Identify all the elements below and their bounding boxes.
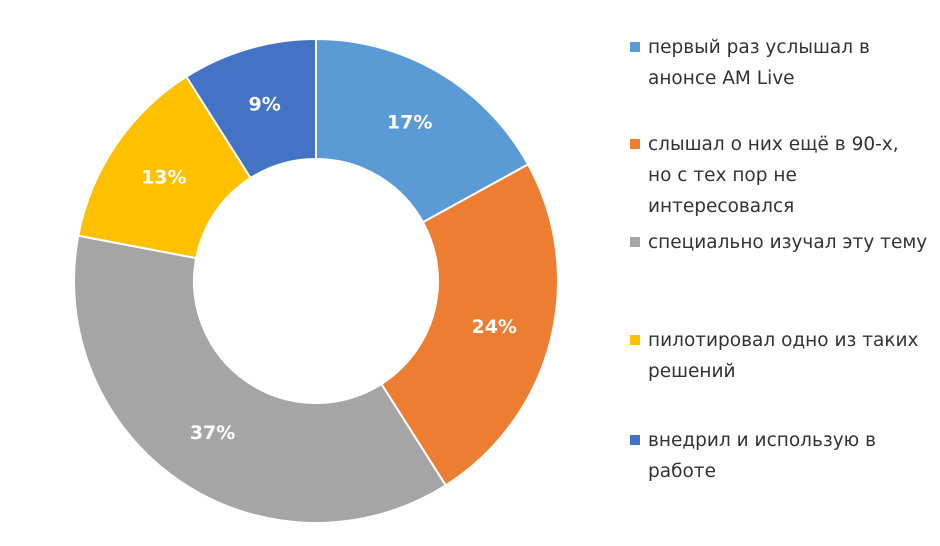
- legend-swatch-first-heard: [630, 42, 640, 52]
- data-label-heard-90s: 24%: [471, 316, 516, 338]
- slice-first-heard: [315, 37, 530, 224]
- legend-swatch-piloted: [630, 335, 640, 345]
- data-label-implemented: 9%: [249, 93, 281, 115]
- donut-data-labels: 17% 24% 37% 13% 9%: [141, 93, 517, 444]
- donut-slices: [73, 37, 559, 524]
- slice-implemented: [184, 37, 317, 180]
- legend-item-first-heard: первый раз услышал в анонсе AM Live: [630, 32, 935, 94]
- data-label-studied: 37%: [190, 422, 235, 444]
- data-label-first-heard: 17%: [387, 112, 432, 134]
- donut-chart: 17% 24% 37% 13% 9%: [73, 37, 559, 524]
- legend-label-first-heard: первый раз услышал в анонсе AM Live: [648, 37, 870, 89]
- legend-label-piloted: пилотировал одно из таких решений: [648, 330, 919, 382]
- legend-item-implemented: внедрил и использую в работе: [630, 425, 935, 487]
- slice-piloted: [77, 75, 253, 260]
- data-label-piloted: 13%: [141, 167, 186, 189]
- chart-legend: первый раз услышал в анонсе AM Live слыш…: [630, 30, 935, 510]
- slice-studied: [73, 234, 448, 524]
- legend-swatch-heard-90s: [630, 139, 640, 149]
- legend-item-studied: специально изучал эту тему: [630, 227, 935, 258]
- legend-label-implemented: внедрил и использую в работе: [648, 430, 877, 482]
- legend-label-heard-90s: слышал о них ещё в 90-х, но с тех пор не…: [648, 134, 899, 217]
- legend-swatch-studied: [630, 237, 640, 247]
- legend-swatch-implemented: [630, 435, 640, 445]
- legend-item-heard-90s: слышал о них ещё в 90-х, но с тех пор не…: [630, 129, 935, 222]
- legend-item-piloted: пилотировал одно из таких решений: [630, 325, 935, 387]
- slice-heard-90s: [379, 163, 559, 487]
- legend-label-studied: специально изучал эту тему: [648, 232, 928, 253]
